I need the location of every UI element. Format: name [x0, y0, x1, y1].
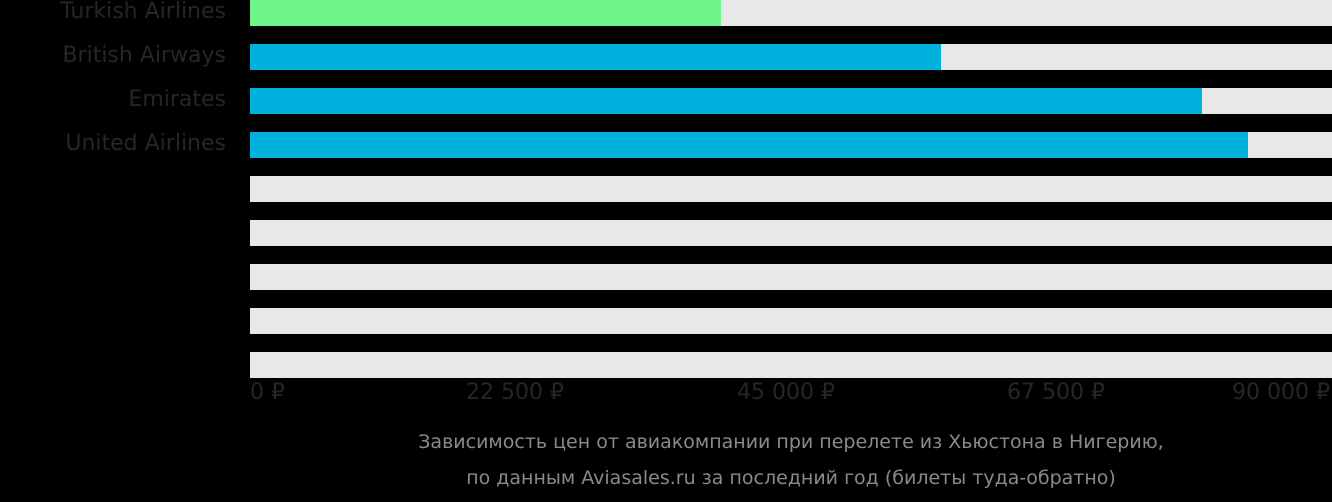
airline-label: Emirates — [128, 87, 226, 112]
chart-caption-line-1: Зависимость цен от авиакомпании при пере… — [418, 431, 1164, 453]
x-tick-label: 0 ₽ — [250, 380, 285, 405]
chart-row: British Airways — [0, 43, 1332, 70]
bar-track — [250, 352, 1332, 378]
airline-label: United Airlines — [65, 131, 226, 156]
airline-label: Turkish Airlines — [60, 0, 226, 24]
chart-row-empty — [0, 176, 1332, 202]
bar-track — [250, 0, 1332, 26]
chart-caption-line-2: по данным Aviasales.ru за последний год … — [466, 467, 1116, 489]
bar-fill[interactable] — [250, 44, 942, 70]
chart-row-empty — [0, 220, 1332, 246]
bar-track — [250, 176, 1332, 202]
bar-track — [250, 220, 1332, 246]
bar-fill[interactable] — [250, 132, 1248, 158]
chart-row-empty — [0, 308, 1332, 334]
bar-track — [250, 88, 1332, 114]
chart-row-empty — [0, 352, 1332, 378]
bar-fill[interactable] — [250, 88, 1203, 114]
bar-track — [250, 264, 1332, 290]
x-tick-label: 45 000 ₽ — [737, 380, 835, 405]
chart-row-empty — [0, 264, 1332, 290]
bar-track — [250, 308, 1332, 334]
airline-label: British Airways — [62, 43, 226, 68]
chart-row: United Airlines — [0, 131, 1332, 158]
x-tick-label: 90 000 ₽ — [1232, 380, 1330, 405]
bar-track — [250, 132, 1332, 158]
x-tick-label: 22 500 ₽ — [466, 380, 564, 405]
bar-track — [250, 44, 1332, 70]
chart-row: Turkish Airlines — [0, 0, 1332, 26]
bar-fill[interactable] — [250, 0, 722, 26]
x-tick-label: 67 500 ₽ — [1007, 380, 1105, 405]
chart-row: Emirates — [0, 87, 1332, 114]
